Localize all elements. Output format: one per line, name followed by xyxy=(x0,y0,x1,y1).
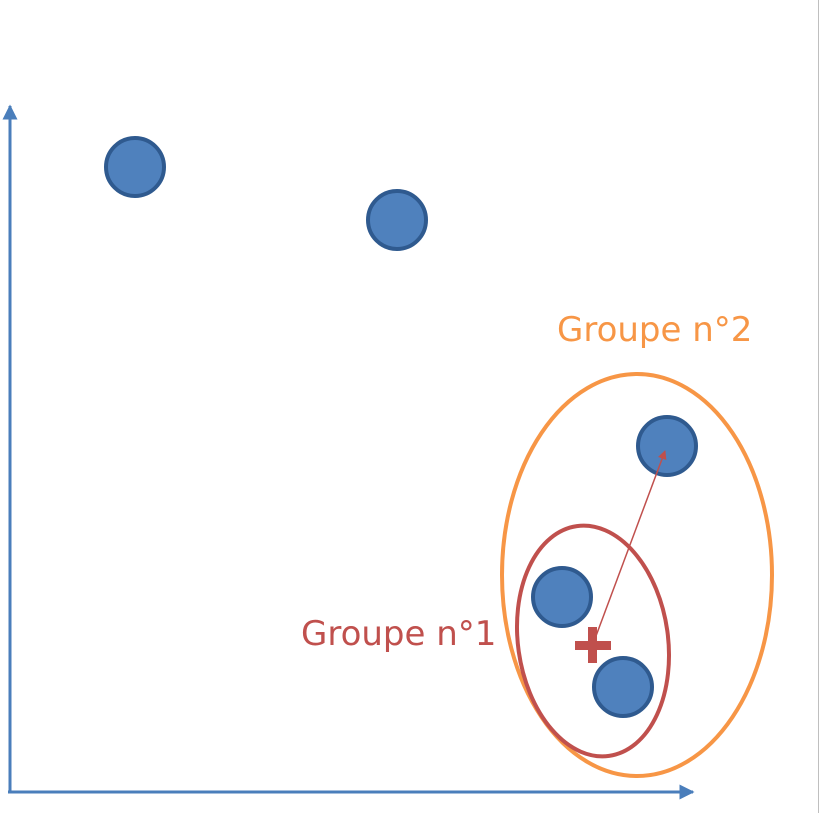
group-1-ellipse xyxy=(514,523,672,759)
data-point xyxy=(636,415,698,477)
data-point xyxy=(104,136,166,198)
group-2-label: Groupe n°2 xyxy=(557,310,752,350)
page-edge-divider xyxy=(818,0,819,813)
centroid-link-arrow xyxy=(592,450,667,645)
centroid-plus-icon xyxy=(575,627,611,663)
group-2-ellipse xyxy=(500,372,774,778)
data-point xyxy=(366,189,428,251)
data-point xyxy=(531,566,593,628)
group-1-label: Groupe n°1 xyxy=(301,614,496,654)
data-point xyxy=(592,656,654,718)
